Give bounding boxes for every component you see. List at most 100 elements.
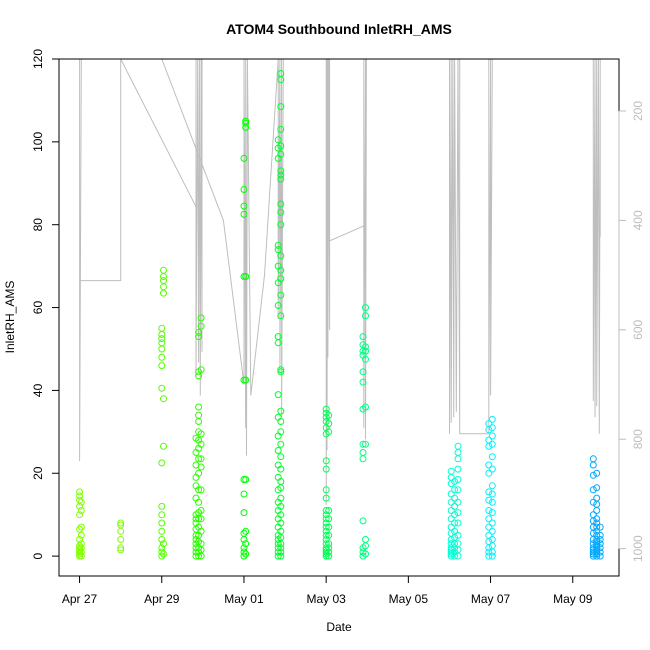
data-point xyxy=(589,498,597,506)
x-tick-label: May 09 xyxy=(553,592,593,606)
data-point xyxy=(454,465,462,473)
data-point xyxy=(158,544,166,552)
data-point xyxy=(277,428,285,436)
data-point xyxy=(274,241,282,249)
data-point xyxy=(322,486,330,494)
data-point xyxy=(158,339,166,347)
series-5 xyxy=(274,70,285,560)
data-point xyxy=(192,515,200,523)
data-point xyxy=(485,442,493,450)
y-tick-label: 100 xyxy=(31,132,45,152)
data-point xyxy=(362,440,369,448)
data-point xyxy=(240,529,248,537)
data-point xyxy=(454,531,462,539)
data-point xyxy=(593,536,601,543)
data-point xyxy=(277,167,285,175)
data-point xyxy=(160,266,167,274)
data-point xyxy=(240,544,248,552)
data-point xyxy=(596,523,604,531)
data-point xyxy=(359,368,367,376)
data-point xyxy=(77,498,85,506)
data-point xyxy=(277,478,285,485)
data-point xyxy=(454,486,462,494)
x-tick-label: May 03 xyxy=(306,592,346,606)
data-point xyxy=(274,136,282,144)
x-tick-label: May 05 xyxy=(389,592,429,606)
right-tick-label: 400 xyxy=(631,210,645,230)
data-point xyxy=(76,488,84,496)
x-tick-label: Apr 29 xyxy=(144,592,180,606)
data-point xyxy=(359,449,367,456)
data-point xyxy=(158,362,166,370)
data-point xyxy=(274,333,282,341)
data-point xyxy=(195,486,203,494)
data-point xyxy=(488,453,496,461)
data-point xyxy=(485,488,493,496)
data-point xyxy=(325,544,333,552)
y-axis-label: InletRH_AMS xyxy=(3,281,17,354)
data-point xyxy=(195,552,203,560)
data-point xyxy=(488,424,496,432)
data-point xyxy=(447,490,455,498)
data-point xyxy=(447,515,455,523)
data-point xyxy=(488,465,496,473)
data-point xyxy=(362,355,369,363)
data-point xyxy=(197,463,205,471)
data-point xyxy=(488,490,496,498)
data-point xyxy=(160,395,167,403)
data-point xyxy=(197,486,205,494)
data-point xyxy=(277,125,285,133)
data-point xyxy=(488,482,496,490)
data-point xyxy=(197,314,205,322)
data-point xyxy=(195,469,203,477)
data-point xyxy=(451,511,459,519)
data-point xyxy=(197,455,205,463)
data-point xyxy=(589,544,597,552)
y-axis: 0 20 40 60 80 100 120 xyxy=(31,49,60,559)
data-point xyxy=(362,536,369,543)
data-point xyxy=(76,511,84,519)
data-point xyxy=(454,449,462,456)
series-4 xyxy=(240,117,250,560)
data-point xyxy=(158,502,166,510)
data-point xyxy=(325,552,333,560)
data-point xyxy=(488,527,496,535)
data-point xyxy=(362,550,369,558)
data-point xyxy=(589,548,597,556)
data-point xyxy=(160,540,167,548)
data-point xyxy=(274,391,282,399)
data-point xyxy=(76,492,84,500)
data-point xyxy=(593,527,601,535)
data-point xyxy=(359,440,367,448)
data-point xyxy=(277,275,285,283)
data-point xyxy=(451,502,459,510)
data-point xyxy=(117,527,125,535)
x-axis-label: Date xyxy=(326,620,352,634)
data-point xyxy=(485,420,493,428)
right-tick-label: 600 xyxy=(631,319,645,339)
data-point xyxy=(240,509,248,517)
data-point xyxy=(160,283,167,291)
data-point xyxy=(593,469,601,477)
data-point xyxy=(117,546,125,554)
data-point xyxy=(76,525,84,533)
data-point xyxy=(454,519,462,527)
data-point xyxy=(362,312,369,320)
data-point xyxy=(242,476,250,483)
data-point xyxy=(447,473,455,481)
data-point xyxy=(277,142,285,150)
data-point xyxy=(277,544,285,552)
data-point xyxy=(485,523,493,531)
data-point xyxy=(485,436,493,444)
data-point xyxy=(277,221,285,229)
y-tick-label: 20 xyxy=(31,466,45,480)
data-point xyxy=(77,540,85,548)
data-point xyxy=(277,266,285,274)
data-point xyxy=(485,461,493,469)
data-point xyxy=(488,519,496,527)
data-point xyxy=(277,175,285,183)
data-point xyxy=(76,496,84,504)
data-point xyxy=(322,465,330,473)
overlay-line xyxy=(59,58,601,505)
